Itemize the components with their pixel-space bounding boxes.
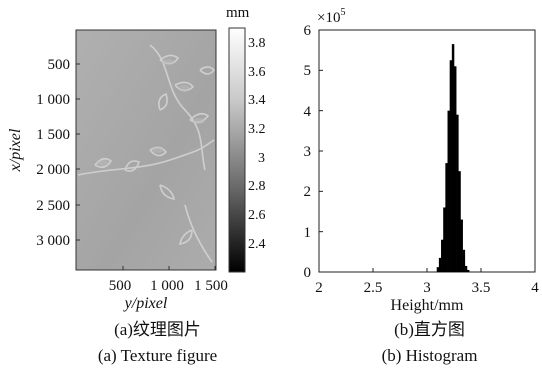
histogram-bar [451, 44, 455, 272]
colorbar-tick: 2.8 [248, 179, 266, 194]
colorbar-unit-label: mm [226, 5, 250, 21]
histogram-y-axis: 0 1 2 3 4 5 6 [304, 23, 312, 281]
histogram-bar [443, 207, 446, 272]
caption-a-cn: (a)纹理图片 [114, 320, 201, 339]
histogram-bar [454, 66, 457, 272]
texture-x-tick: 1 500 [194, 278, 228, 294]
texture-y-tick: 3 000 [36, 233, 70, 249]
texture-y-tick: 2 500 [36, 198, 70, 214]
caption-b-en: (b) Histogram [381, 346, 478, 365]
histogram-y-tick: 2 [304, 184, 312, 200]
histogram-bar [460, 219, 463, 272]
histogram-y-tick: 1 [304, 225, 312, 241]
texture-figure-panel: 500 1 000 1 500 2 000 2 500 3 000 x/pixe… [7, 5, 266, 312]
texture-y-tick: 1 500 [36, 127, 70, 143]
colorbar-tick: 2.6 [248, 208, 266, 223]
histogram-bar [462, 249, 466, 272]
histogram-bar [441, 239, 444, 272]
histogram-bar [464, 265, 468, 272]
texture-y-tick: 2 000 [36, 162, 70, 178]
histogram-bar [447, 110, 450, 273]
colorbar-tick: 3 [258, 151, 265, 166]
histogram-bar [456, 114, 459, 272]
histogram-y-tick: 0 [304, 265, 312, 281]
colorbar-tick: 3.2 [248, 122, 266, 137]
texture-x-axis: 500 1 000 1 500 y/pixel [109, 266, 228, 312]
histogram-bar [449, 60, 453, 272]
histogram-y-tick: 4 [304, 104, 312, 120]
histogram-y-tick: 5 [304, 63, 312, 79]
histogram-bar [466, 269, 470, 272]
histogram-bar [445, 163, 448, 272]
texture-x-tick: 500 [109, 278, 132, 294]
histogram-x-tick: 2.5 [364, 280, 383, 296]
histogram-plot-area [318, 29, 536, 273]
histogram-x-axis: 2 2.5 3 3.5 4 Height/mm [315, 280, 539, 314]
texture-x-axis-label: y/pixel [123, 295, 168, 312]
colorbar-tick: 2.4 [248, 237, 266, 252]
histogram-x-axis-label: Height/mm [391, 297, 464, 314]
histogram-y-tick: 6 [304, 23, 312, 39]
histogram-x-tick: 3 [423, 280, 431, 296]
texture-y-tick: 1 000 [36, 92, 70, 108]
histogram-x-tick: 4 [531, 280, 539, 296]
histogram-y-multiplier: ×105 [317, 7, 345, 26]
colorbar-tick: 3.8 [248, 36, 266, 51]
texture-y-axis: 500 1 000 1 500 2 000 2 500 3 000 x/pixe… [7, 57, 80, 249]
texture-y-tick: 500 [48, 57, 71, 73]
histogram-panel: ×105 0 1 2 3 4 5 6 2 2.5 3 3.5 4 Height/… [304, 7, 540, 314]
histogram-x-tick: 2 [315, 280, 323, 296]
texture-x-tick: 1 000 [150, 278, 184, 294]
caption-a-en: (a) Texture figure [97, 346, 218, 365]
texture-image [75, 29, 217, 271]
histogram-x-tick: 3.5 [472, 280, 491, 296]
texture-y-axis-label: x/pixel [7, 128, 24, 172]
histogram-bar [458, 171, 461, 272]
histogram-bar [436, 267, 440, 272]
histogram-ticks [318, 29, 536, 273]
histogram-bar [438, 257, 442, 272]
histogram-bars [436, 44, 470, 273]
colorbar-tick: 3.6 [248, 65, 266, 80]
colorbar: mm 3.8 3.6 3.4 3.2 3 2.8 2.6 2.4 [226, 5, 266, 273]
colorbar-tick: 3.4 [248, 93, 266, 108]
histogram-y-tick: 3 [304, 144, 312, 160]
caption-b-cn: (b)直方图 [394, 320, 465, 339]
